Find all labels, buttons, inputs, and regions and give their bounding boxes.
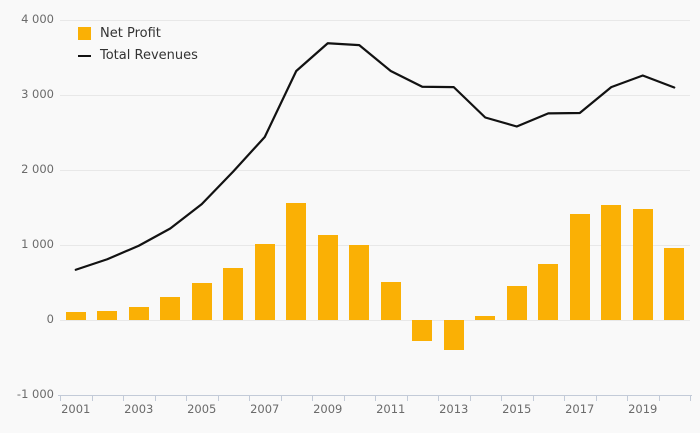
x-axis-tick-label-2001: 2001	[61, 402, 91, 416]
x-axis-tick	[659, 395, 660, 401]
legend-item-label: Total Revenues	[100, 47, 198, 63]
legend-item-label: Net Profit	[100, 25, 161, 41]
gridline	[60, 95, 690, 96]
y-axis-tick-label: 4 000	[21, 12, 54, 26]
x-axis-tick-label-2013: 2013	[439, 402, 469, 416]
legend-line-icon	[78, 49, 91, 62]
x-axis-tick	[407, 395, 408, 401]
x-axis-tick	[690, 395, 691, 401]
bar-2005[interactable]	[191, 283, 212, 320]
bar-2014[interactable]	[475, 315, 495, 320]
x-axis-tick-label-2015: 2015	[502, 402, 532, 416]
bar-2017[interactable]	[569, 213, 590, 320]
bar-2003[interactable]	[128, 306, 149, 320]
bar-2008[interactable]	[286, 203, 306, 320]
bar-2015[interactable]	[506, 285, 527, 320]
bar-2009[interactable]	[317, 234, 338, 320]
x-axis-tick	[123, 395, 124, 401]
x-axis-tick-label-2019: 2019	[628, 402, 658, 416]
y-axis-tick-label: 0	[46, 312, 54, 326]
x-axis-tick	[438, 395, 439, 401]
x-axis-tick-label-2003: 2003	[124, 402, 154, 416]
x-axis-tick	[281, 395, 282, 401]
gridline	[60, 170, 690, 171]
bar-2006[interactable]	[223, 267, 243, 320]
x-axis-tick	[92, 395, 93, 401]
x-axis-tick-label-2005: 2005	[187, 402, 217, 416]
gridline	[60, 245, 690, 246]
x-axis-tick	[249, 395, 250, 401]
gridline	[60, 20, 690, 21]
x-axis-tick	[501, 395, 502, 401]
bar-2002[interactable]	[97, 311, 117, 320]
x-axis-tick	[564, 395, 565, 401]
bar-2018[interactable]	[601, 204, 621, 320]
x-axis-tick-label-2011: 2011	[376, 402, 406, 416]
x-axis-tick	[155, 395, 156, 401]
y-axis-tick-label: 3 000	[21, 87, 54, 101]
x-axis-tick	[218, 395, 219, 401]
x-axis-tick-label-2007: 2007	[250, 402, 280, 416]
bar-2001[interactable]	[65, 312, 86, 320]
bar-2012[interactable]	[412, 320, 432, 341]
x-axis-tick	[375, 395, 376, 401]
x-axis-tick	[186, 395, 187, 401]
y-axis-tick-label: 2 000	[21, 162, 54, 176]
y-axis-tick-label: -1 000	[16, 387, 54, 401]
x-axis-tick	[344, 395, 345, 401]
legend-item-total-revenues[interactable]: Total Revenues	[78, 44, 198, 66]
chart-legend: Net Profit Total Revenues	[78, 22, 198, 66]
gridline	[60, 320, 690, 321]
x-axis-tick	[470, 395, 471, 401]
bar-2013[interactable]	[443, 320, 464, 350]
x-axis-tick	[312, 395, 313, 401]
x-axis-tick-label-2017: 2017	[565, 402, 595, 416]
y-axis-tick-label: 1 000	[21, 237, 54, 251]
bar-2011[interactable]	[380, 282, 401, 320]
x-axis-tick	[627, 395, 628, 401]
bar-2004[interactable]	[160, 296, 180, 320]
bar-2016[interactable]	[538, 264, 558, 320]
legend-item-net-profit[interactable]: Net Profit	[78, 22, 198, 44]
x-axis-tick	[533, 395, 534, 401]
bar-2019[interactable]	[632, 209, 653, 320]
bar-2010[interactable]	[349, 245, 369, 320]
x-axis-tick-label-2009: 2009	[313, 402, 343, 416]
x-axis-tick	[596, 395, 597, 401]
bar-2007[interactable]	[254, 244, 275, 320]
x-axis-tick	[60, 395, 61, 401]
bar-2020[interactable]	[664, 248, 684, 320]
legend-square-icon	[78, 26, 91, 40]
